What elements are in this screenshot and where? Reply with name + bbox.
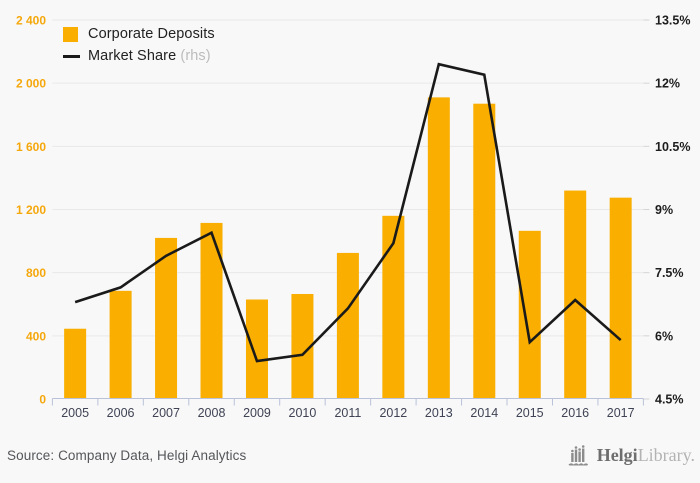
x-axis-label-2006: 2006 — [107, 406, 135, 420]
bar-2012 — [382, 215, 405, 399]
right-axis-label: 13.5% — [655, 14, 690, 28]
bar-2014 — [473, 103, 496, 399]
x-axis-label-2013: 2013 — [425, 406, 453, 420]
chart-legend: Corporate Deposits Market Share (rhs) — [63, 26, 215, 64]
logo-text-library: Library. — [637, 445, 695, 465]
left-axis-label: 2 000 — [16, 77, 46, 91]
helgi-logo-icon — [568, 445, 588, 466]
legend-label-corporate-deposits: Corporate Deposits — [88, 26, 215, 42]
legend-item-corporate-deposits: Corporate Deposits — [63, 26, 215, 42]
bar-2016 — [564, 190, 587, 399]
logo-text-helgi: Helgi — [596, 445, 638, 465]
left-axis-label: 800 — [26, 266, 46, 280]
x-axis-label-2010: 2010 — [289, 406, 317, 420]
chart-plot: 0 400 800 1 200 1 600 2 000 2 400 4.5% 6% 7.5% 9% 1… — [16, 14, 690, 421]
helgi-library-logo: HelgiLibrary. — [567, 443, 695, 467]
legend-item-market-share: Market Share (rhs) — [63, 48, 215, 64]
bar-2008 — [200, 222, 223, 399]
bar-2007 — [155, 237, 178, 399]
legend-label-rhs-suffix: (rhs) — [180, 48, 211, 64]
logo-text: HelgiLibrary. — [597, 443, 695, 467]
right-axis-label: 10.5% — [655, 140, 690, 154]
x-axis-label-2012: 2012 — [379, 406, 407, 420]
bar-2005 — [64, 328, 87, 399]
right-axis-label: 4.5% — [655, 393, 684, 407]
bar-2013 — [427, 97, 450, 400]
right-axis-label: 12% — [655, 77, 680, 91]
source-text: Source: Company Data, Helgi Analytics — [7, 448, 247, 463]
bar-2017 — [609, 197, 632, 399]
bar-2006 — [109, 290, 132, 399]
right-axis-label: 9% — [655, 203, 673, 217]
bar-2010 — [291, 293, 314, 399]
left-axis-label: 400 — [26, 329, 46, 343]
bar-2015 — [518, 230, 541, 399]
x-axis-label-2005: 2005 — [61, 406, 89, 420]
x-axis-label-2014: 2014 — [470, 406, 498, 420]
x-axis-label-2015: 2015 — [516, 406, 544, 420]
bar-swatch-icon — [63, 26, 78, 42]
right-axis-label: 7.5% — [655, 266, 684, 280]
x-axis-label-2008: 2008 — [198, 406, 226, 420]
left-axis-label: 0 — [39, 393, 46, 407]
market-share-line — [74, 62, 622, 363]
bar-2011 — [336, 252, 359, 399]
legend-label-market-share: Market Share (rhs) — [88, 48, 211, 64]
x-axis-label-2017: 2017 — [607, 406, 635, 420]
left-axis-label: 1 200 — [16, 203, 46, 217]
x-axis-label-2009: 2009 — [243, 406, 271, 420]
x-axis-label-2011: 2011 — [334, 406, 361, 420]
left-axis-label: 1 600 — [16, 140, 46, 154]
legend-label-market-share-text: Market Share — [88, 48, 177, 64]
line-swatch-icon — [63, 54, 80, 58]
x-axis-label-2016: 2016 — [561, 406, 589, 420]
right-axis-label: 6% — [655, 329, 673, 343]
left-axis-label: 2 400 — [16, 14, 46, 28]
bar-2009 — [245, 299, 268, 399]
x-axis-label-2007: 2007 — [152, 406, 180, 420]
